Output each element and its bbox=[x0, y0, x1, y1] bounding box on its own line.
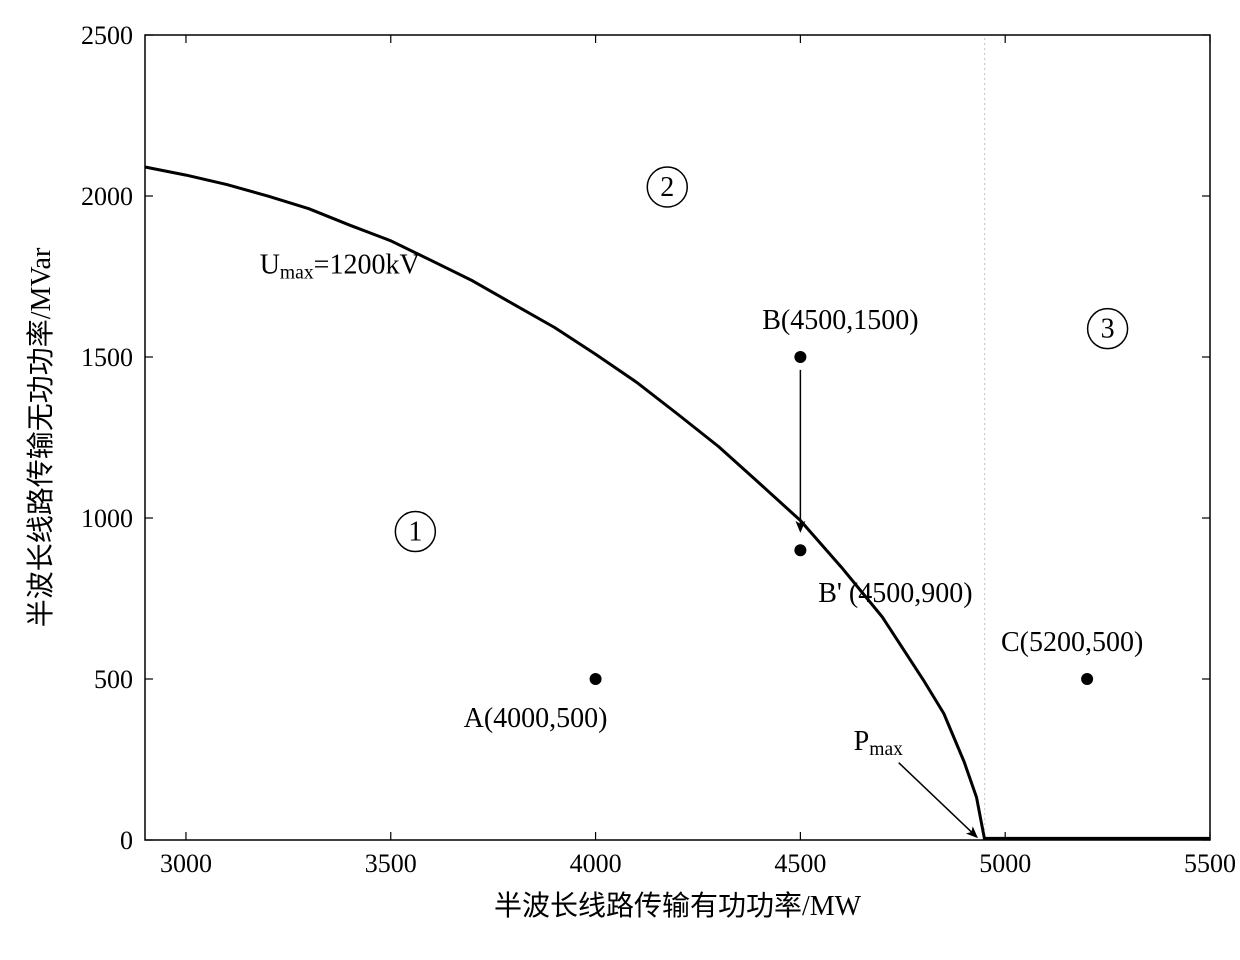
annotation-Umax: Umax=1200kV bbox=[260, 249, 420, 283]
arrow-Pmax bbox=[899, 763, 977, 837]
y-tick-label: 1000 bbox=[81, 504, 133, 533]
plot-border bbox=[145, 35, 1210, 840]
y-tick-label: 500 bbox=[94, 665, 133, 694]
region-label-①: 1 bbox=[408, 517, 422, 548]
chart-svg: 3000 3500 4000 4500 5000 5500 0 500 1000 1500 2000… bbox=[0, 0, 1240, 960]
x-tick-label: 5000 bbox=[979, 849, 1031, 878]
region-label-②: 2 bbox=[660, 172, 674, 203]
point-label-Bp: B' (4500,900) bbox=[818, 578, 972, 609]
y-tick-label: 2000 bbox=[81, 182, 133, 211]
x-tick-label: 3000 bbox=[160, 849, 212, 878]
y-tick-label: 2500 bbox=[81, 21, 133, 50]
x-tick-label: 3500 bbox=[365, 849, 417, 878]
point-B bbox=[794, 351, 806, 363]
power-chart: 3000 3500 4000 4500 5000 5500 0 500 1000 1500 2000… bbox=[0, 0, 1240, 960]
x-axis-label: 半波长线路传输有功功率/MW bbox=[494, 890, 862, 922]
x-tick-label: 4000 bbox=[570, 849, 622, 878]
x-tick-label: 4500 bbox=[774, 849, 826, 878]
point-label-A: A(4000,500) bbox=[464, 703, 608, 734]
point-label-C: C(5200,500) bbox=[1001, 627, 1143, 658]
region-label-③: 3 bbox=[1101, 314, 1115, 345]
annotation-Pmax_label: Pmax bbox=[854, 726, 904, 760]
point-C bbox=[1081, 673, 1093, 685]
y-axis-label: 半波长线路传输无功功率/MVar bbox=[25, 247, 57, 627]
x-tick-label: 5500 bbox=[1184, 849, 1236, 878]
point-label-B: B(4500,1500) bbox=[762, 305, 918, 336]
point-A bbox=[590, 673, 602, 685]
y-tick-label: 0 bbox=[120, 826, 133, 855]
y-tick-label: 1500 bbox=[81, 343, 133, 372]
point-Bp bbox=[794, 544, 806, 556]
